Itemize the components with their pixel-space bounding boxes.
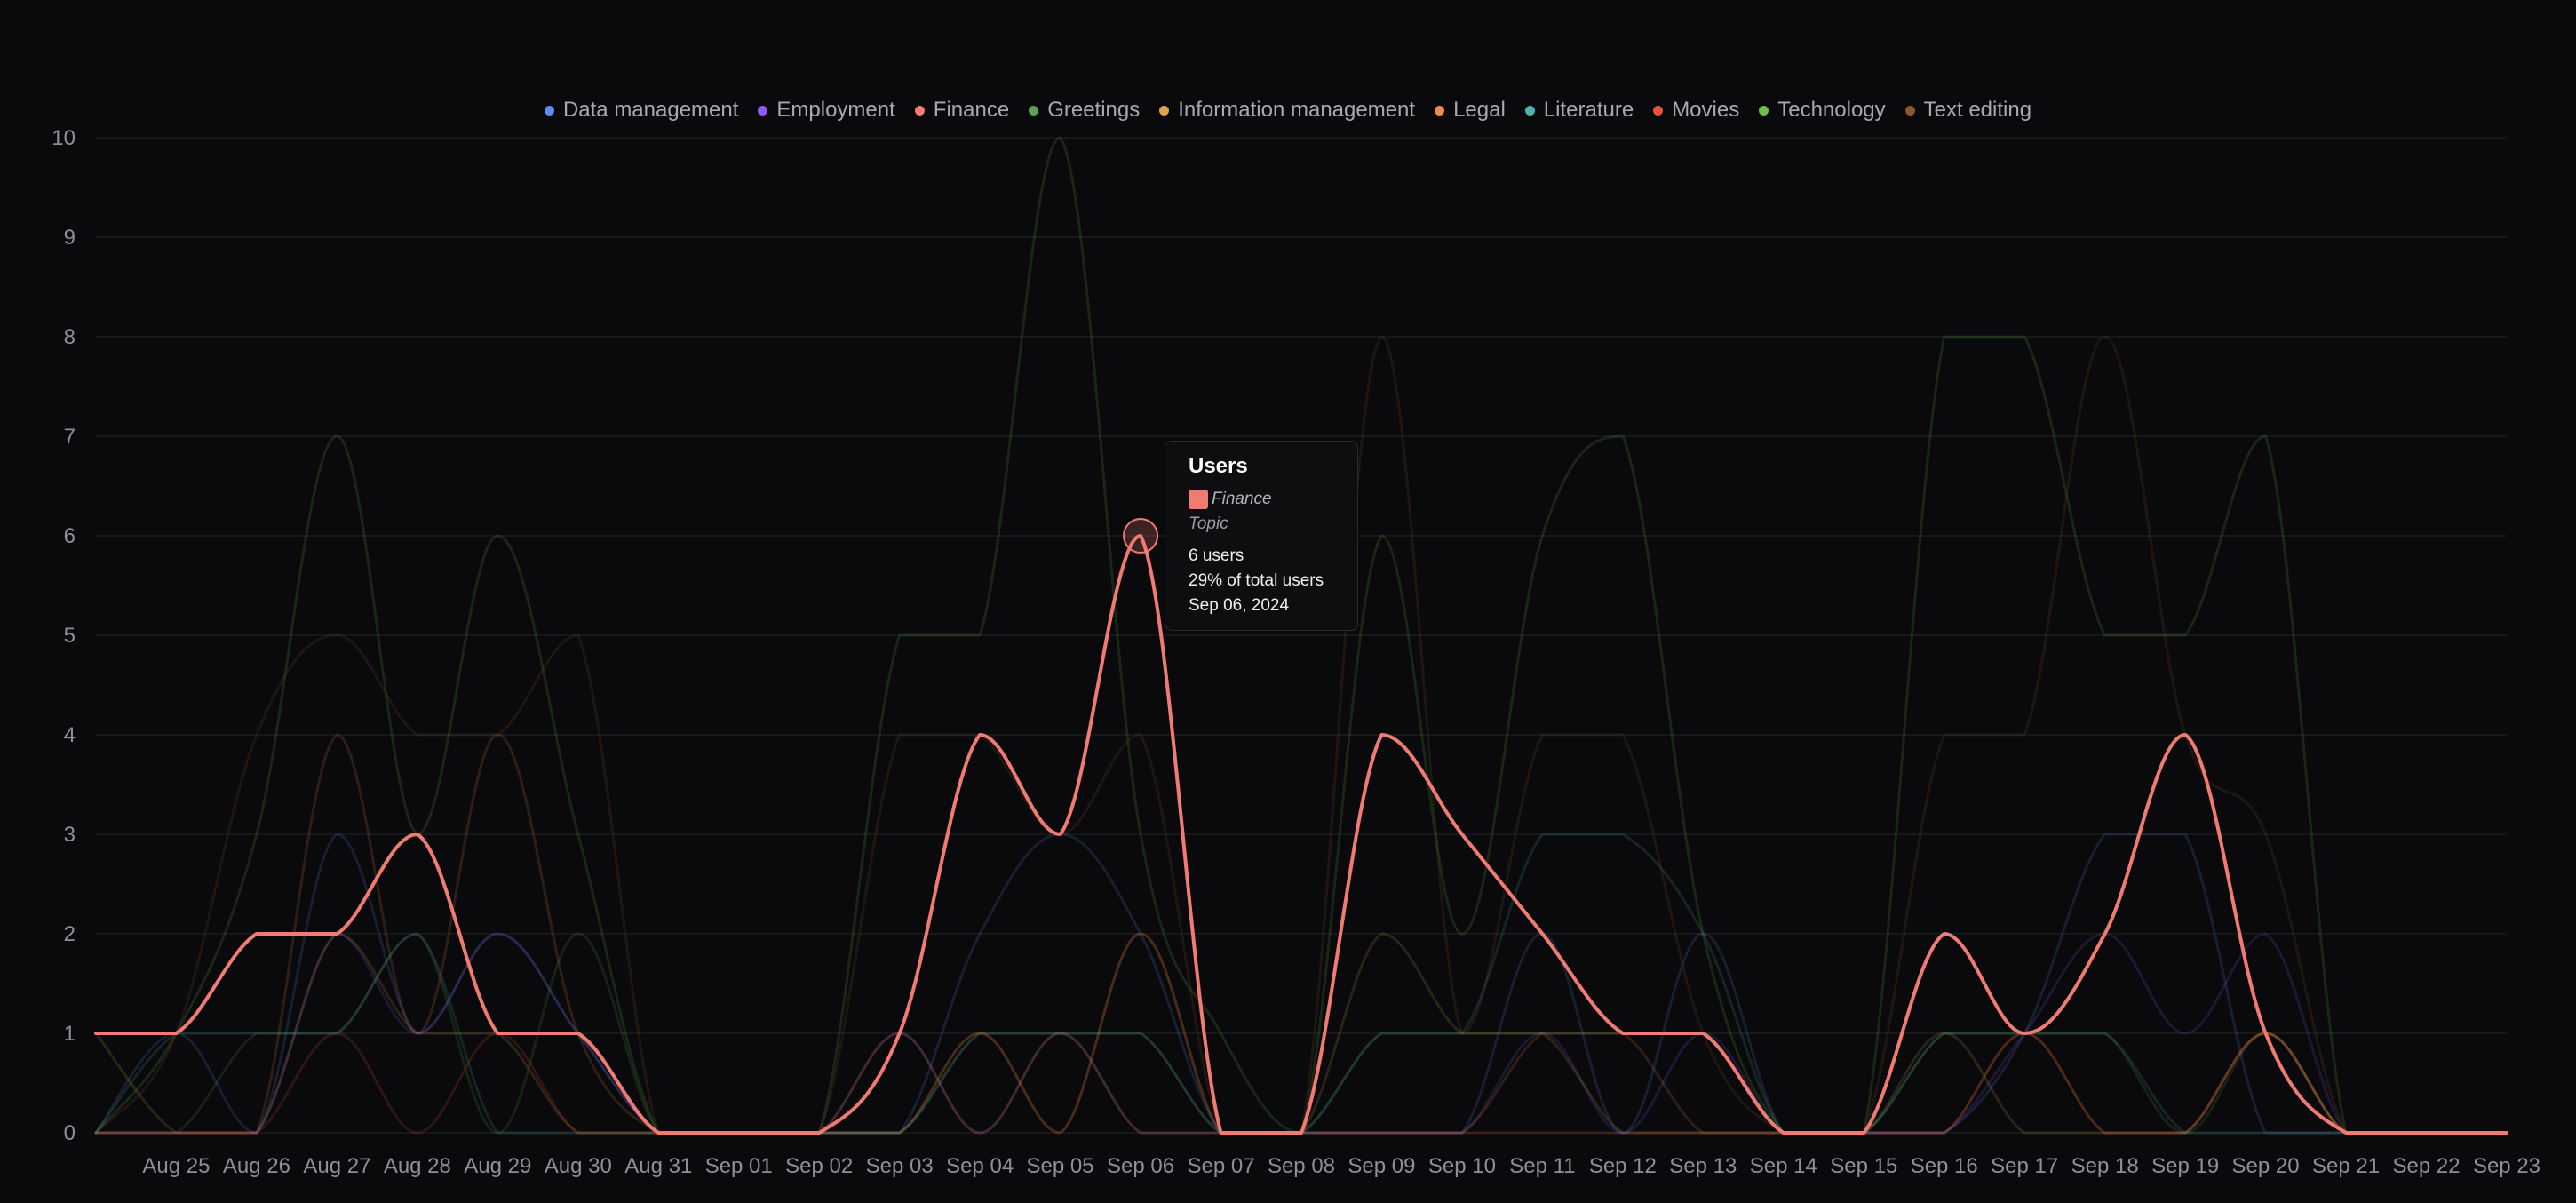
x-tick-label: Aug 29: [464, 1154, 531, 1178]
tooltip-series-row: Finance: [1189, 490, 1334, 509]
highlight-point: [1123, 518, 1159, 554]
y-tick-label: 0: [64, 1121, 76, 1145]
legend-dot-icon: [1653, 105, 1664, 116]
legend-label: Text editing: [1923, 98, 2032, 122]
x-tick-label: Sep 10: [1428, 1154, 1496, 1178]
x-tick-label: Sep 23: [2473, 1154, 2540, 1178]
legend-label: Technology: [1777, 98, 1886, 122]
x-tick-label: Sep 12: [1589, 1154, 1657, 1178]
y-tick-label: 6: [64, 524, 76, 548]
x-tick-label: Aug 31: [624, 1154, 692, 1178]
legend-label: Finance: [933, 98, 1010, 122]
y-tick-label: 3: [64, 823, 76, 847]
tooltip-title: Users: [1189, 454, 1248, 478]
x-tick-label: Sep 04: [946, 1154, 1014, 1178]
y-tick-label: 2: [64, 922, 76, 946]
legend-dot-icon: [1759, 105, 1769, 116]
tooltip-series-swatch: [1189, 490, 1208, 509]
x-tick-label: Sep 06: [1107, 1154, 1174, 1178]
x-tick-label: Sep 11: [1509, 1154, 1575, 1178]
legend-item-data-management[interactable]: Data management: [544, 98, 739, 123]
legend-dot-icon: [758, 105, 768, 116]
x-tick-label: Sep 16: [1911, 1154, 1978, 1178]
legend-label: Literature: [1543, 98, 1634, 122]
y-tick-label: 7: [64, 425, 76, 449]
tooltip-percent: 29% of total users: [1189, 571, 1324, 590]
legend-item-information-management[interactable]: Information management: [1159, 98, 1415, 123]
y-tick-label: 8: [64, 325, 76, 349]
series-line-literature: [94, 833, 2508, 1135]
x-tick-label: Sep 17: [1991, 1154, 2058, 1178]
tooltip-subtitle: Topic: [1189, 514, 1228, 533]
y-tick-label: 10: [52, 126, 76, 150]
y-tick-label: 1: [64, 1022, 76, 1046]
x-tick-label: Sep 13: [1669, 1154, 1737, 1178]
tooltip-date: Sep 06, 2024: [1189, 596, 1290, 615]
chart-legend: Data management Employment Finance Greeting…: [0, 92, 2576, 128]
legend-label: Legal: [1453, 98, 1506, 122]
legend-dot-icon: [1159, 105, 1170, 116]
y-tick-label: 9: [64, 226, 76, 250]
x-tick-label: Aug 26: [223, 1154, 290, 1178]
x-tick-label: Sep 07: [1187, 1154, 1254, 1178]
x-tick-label: Sep 08: [1268, 1154, 1335, 1178]
legend-item-literature[interactable]: Literature: [1524, 98, 1634, 123]
x-tick-label: Sep 02: [785, 1154, 853, 1178]
legend-dot-icon: [1435, 105, 1445, 116]
x-tick-label: Sep 22: [2392, 1154, 2460, 1178]
x-tick-label: Sep 19: [2151, 1154, 2219, 1178]
legend-dot-icon: [544, 105, 554, 116]
x-axis-tick-labels: Aug 25 Aug 26 Aug 27 Aug 28 Aug 29 Aug 30 Aug …: [142, 1154, 2540, 1178]
y-axis-tick-labels: 0 1 2 3 4 5 6 7 8 9 10: [52, 126, 76, 1145]
legend-dot-icon: [1524, 105, 1535, 116]
x-tick-label: Aug 27: [303, 1154, 370, 1178]
legend-label: Information management: [1178, 98, 1416, 122]
legend-item-legal[interactable]: Legal: [1435, 98, 1506, 123]
tooltip-value: 6 users: [1189, 546, 1244, 565]
series-lines: [94, 136, 2508, 1135]
x-tick-label: Sep 20: [2232, 1154, 2300, 1178]
x-tick-label: Sep 09: [1348, 1154, 1415, 1178]
legend-label: Employment: [776, 98, 895, 122]
legend-dot-icon: [1029, 105, 1039, 116]
legend-label: Greetings: [1047, 98, 1141, 122]
legend-item-movies[interactable]: Movies: [1653, 98, 1739, 123]
legend-label: Movies: [1672, 98, 1740, 122]
legend-item-employment[interactable]: Employment: [758, 98, 895, 123]
x-tick-label: Aug 25: [142, 1154, 210, 1178]
legend-item-technology[interactable]: Technology: [1759, 98, 1886, 123]
x-tick-label: Sep 14: [1750, 1154, 1817, 1178]
series-line-finance: [94, 534, 2508, 1135]
x-tick-label: Aug 30: [545, 1154, 612, 1178]
highlight-point-layer: [1123, 518, 1159, 554]
legend-dot-icon: [1904, 105, 1915, 116]
legend-item-text-editing[interactable]: Text editing: [1904, 98, 2032, 123]
x-tick-label: Sep 01: [705, 1154, 773, 1178]
x-tick-label: Aug 28: [384, 1154, 451, 1178]
y-tick-label: 4: [64, 723, 76, 747]
legend-item-greetings[interactable]: Greetings: [1029, 98, 1140, 123]
x-tick-label: Sep 21: [2312, 1154, 2380, 1178]
series-line-legal: [94, 733, 2508, 1135]
y-tick-label: 5: [64, 624, 76, 648]
tooltip-series-name: Finance: [1212, 490, 1272, 508]
x-tick-label: Sep 15: [1830, 1154, 1897, 1178]
x-tick-label: Sep 03: [866, 1154, 934, 1178]
legend-label: Data management: [562, 98, 739, 122]
legend-dot-icon: [914, 105, 925, 116]
chart-tooltip: Users Finance Topic 6 users 29% of total…: [1165, 441, 1358, 631]
x-tick-label: Sep 05: [1027, 1154, 1094, 1178]
x-tick-label: Sep 18: [2071, 1154, 2139, 1178]
series-line-text-editing: [94, 335, 2508, 1135]
legend-item-finance[interactable]: Finance: [914, 98, 1010, 123]
